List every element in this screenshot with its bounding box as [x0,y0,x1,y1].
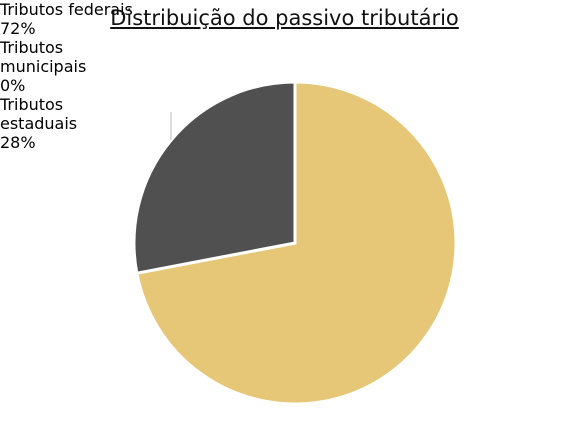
value-label: 72% [0,19,36,38]
chart-title: Distribuição do passivo tributário [110,6,459,30]
category-label: Tributos federais [0,0,133,19]
value-label: 28% [0,133,36,152]
category-label: Tributos estaduais [0,95,78,133]
data-label: Tributos estaduais 28% [0,95,115,152]
pie-slice [132,80,297,275]
data-label: Tributos municipais 0% [0,38,110,95]
category-label: Tributos municipais [0,38,87,76]
value-label: 0% [0,76,26,95]
data-label: Tributos federais 72% [0,0,200,38]
